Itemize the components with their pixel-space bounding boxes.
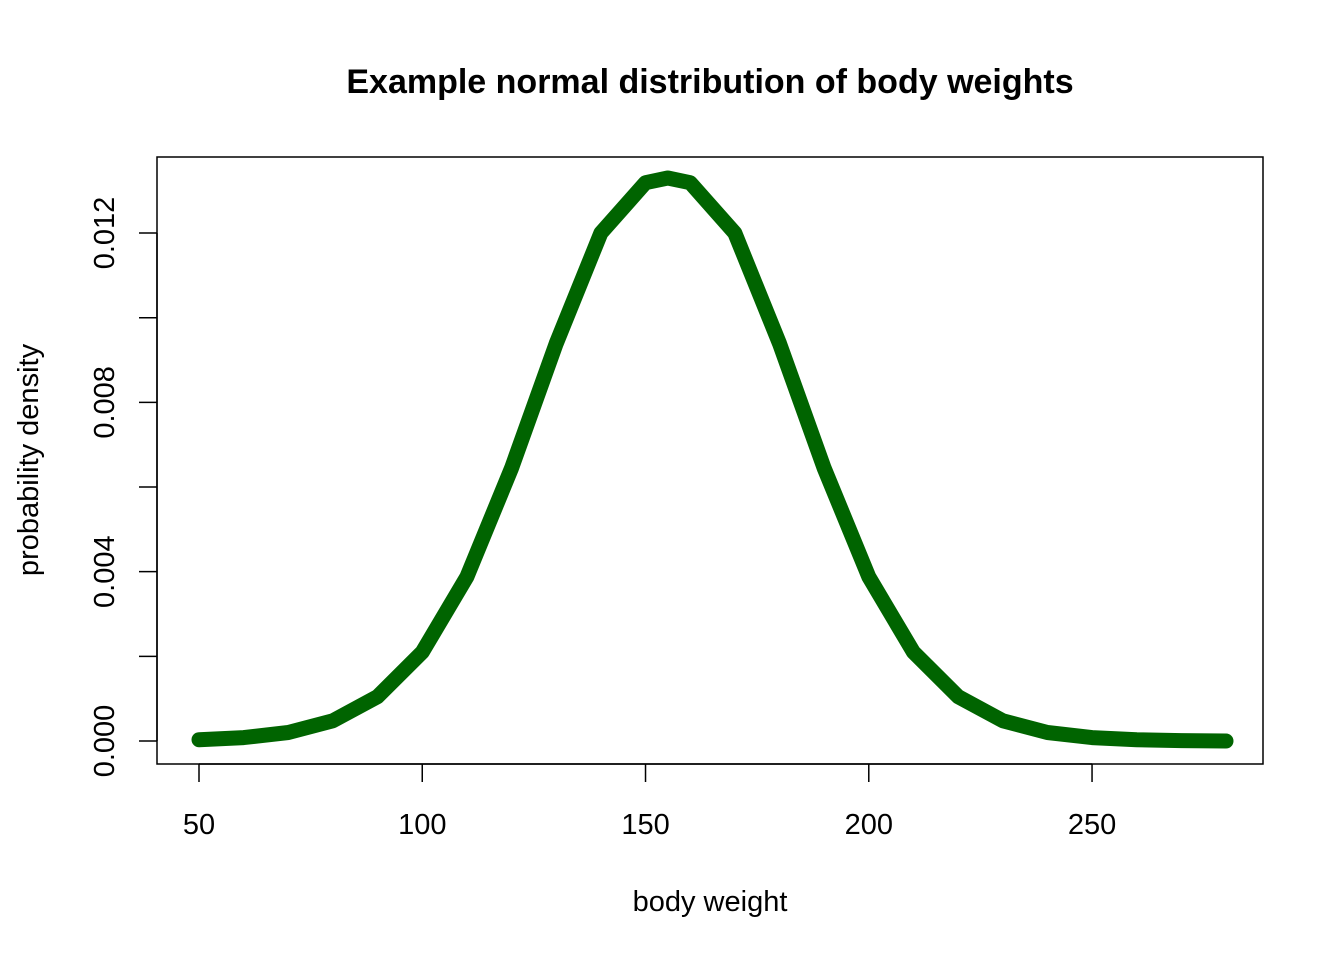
density-curve	[191, 170, 1234, 749]
x-axis: 50 100 150 200 250	[183, 763, 1116, 841]
y-tick-label: 0.004	[89, 535, 121, 608]
x-tick-label: 50	[183, 809, 215, 841]
y-tick-label: 0.012	[89, 197, 121, 270]
x-axis-label: body weight	[633, 886, 788, 918]
y-axis-label: probability density	[13, 343, 45, 576]
plot-frame	[156, 156, 1264, 765]
x-tick-label: 200	[845, 809, 893, 841]
y-tick-label: 0.008	[89, 366, 121, 439]
series-layer	[191, 170, 1234, 749]
y-tick-label: 0.000	[89, 705, 121, 778]
x-tick-label: 100	[398, 809, 446, 841]
x-tick-label: 150	[621, 809, 669, 841]
x-tick-label: 250	[1068, 809, 1116, 841]
y-axis: 0.000 0.004 0.008 0.012	[89, 197, 158, 778]
chart-title: Example normal distribution of body weig…	[346, 63, 1073, 101]
